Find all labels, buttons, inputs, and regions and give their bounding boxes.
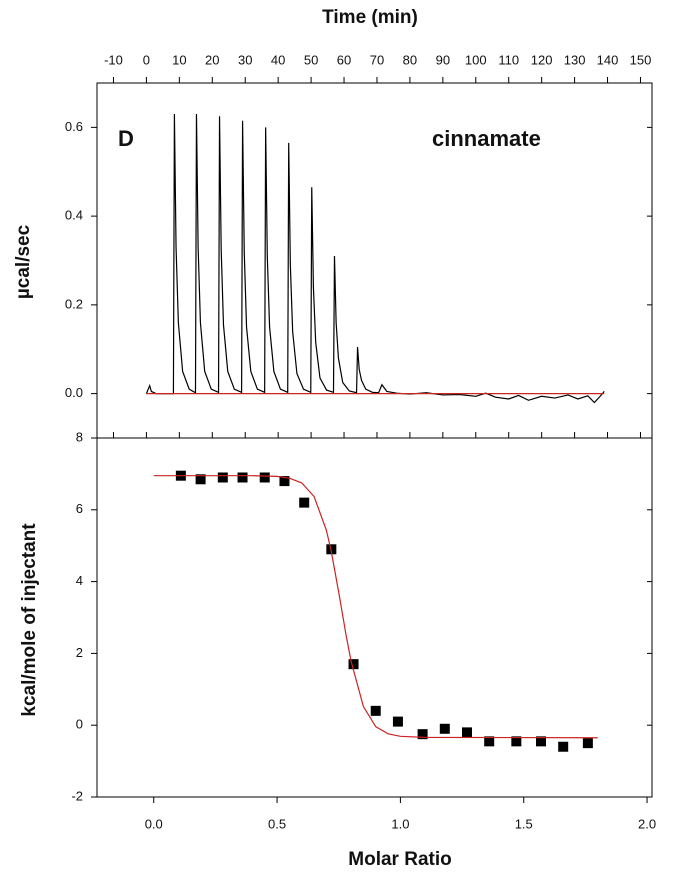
data-point	[370, 705, 381, 716]
data-point	[417, 729, 428, 740]
x-tick-label: 50	[304, 52, 318, 67]
y-tick-label: 6	[76, 501, 83, 516]
annotation: cinnamate	[432, 126, 541, 151]
y-tick-label: -2	[71, 788, 83, 803]
x-tick-label: 140	[597, 52, 619, 67]
data-point	[195, 474, 206, 485]
x-tick-label: 0.5	[268, 816, 286, 831]
x-tick-label: 20	[205, 52, 219, 67]
x-tick-label: 1.5	[515, 816, 533, 831]
data-point	[511, 736, 522, 747]
y-tick-label: 0.4	[65, 208, 83, 223]
data-point	[348, 659, 359, 670]
data-point	[484, 736, 495, 747]
x-tick-label: 60	[337, 52, 351, 67]
y-tick-label: 0.2	[65, 296, 83, 311]
data-point	[299, 497, 310, 508]
fit-line	[153, 475, 598, 739]
x-tick-label: 100	[465, 52, 487, 67]
panel-letter: D	[118, 126, 134, 151]
data-point	[439, 723, 450, 734]
x-tick-label: 90	[436, 52, 450, 67]
y-tick-label: 0.0	[65, 385, 83, 400]
x-tick-label: 1.0	[391, 816, 409, 831]
x-tick-label: 110	[498, 52, 519, 67]
x-tick-label: 10	[172, 52, 186, 67]
x-tick-label: 130	[564, 52, 586, 67]
plot-frame	[96, 437, 653, 798]
x-tick-label: 120	[531, 52, 553, 67]
trace-line	[145, 114, 605, 404]
y-tick-label: 0.6	[65, 119, 83, 134]
y-axis-title: kcal/mole of injectant	[19, 523, 40, 717]
data-point	[259, 472, 270, 483]
x-tick-label: 2.0	[638, 816, 656, 831]
data-point	[582, 738, 593, 749]
y-tick-label: 0	[76, 717, 83, 732]
data-point	[558, 741, 569, 752]
x-tick-label: 80	[403, 52, 417, 67]
plot-frame	[96, 82, 653, 439]
x-tick-label: 30	[238, 52, 252, 67]
x-tick-label: 70	[370, 52, 384, 67]
y-axis-title: µcal/sec	[13, 224, 34, 299]
data-point	[279, 476, 290, 487]
y-tick-label: 2	[76, 645, 83, 660]
x-tick-label: -10	[104, 52, 123, 67]
data-point	[237, 472, 248, 483]
data-point	[536, 736, 546, 747]
x-tick-label: 40	[271, 52, 285, 67]
x-axis-title: Time (min)	[322, 7, 418, 28]
x-axis-title: Molar Ratio	[348, 849, 451, 870]
data-point	[392, 716, 403, 727]
x-tick-label: 0.0	[145, 816, 163, 831]
data-point	[217, 472, 228, 483]
data-point	[462, 727, 472, 738]
x-tick-label: 150	[630, 52, 652, 67]
y-tick-label: 8	[76, 429, 83, 444]
y-tick-label: 4	[76, 573, 83, 588]
x-tick-label: 0	[143, 52, 150, 67]
